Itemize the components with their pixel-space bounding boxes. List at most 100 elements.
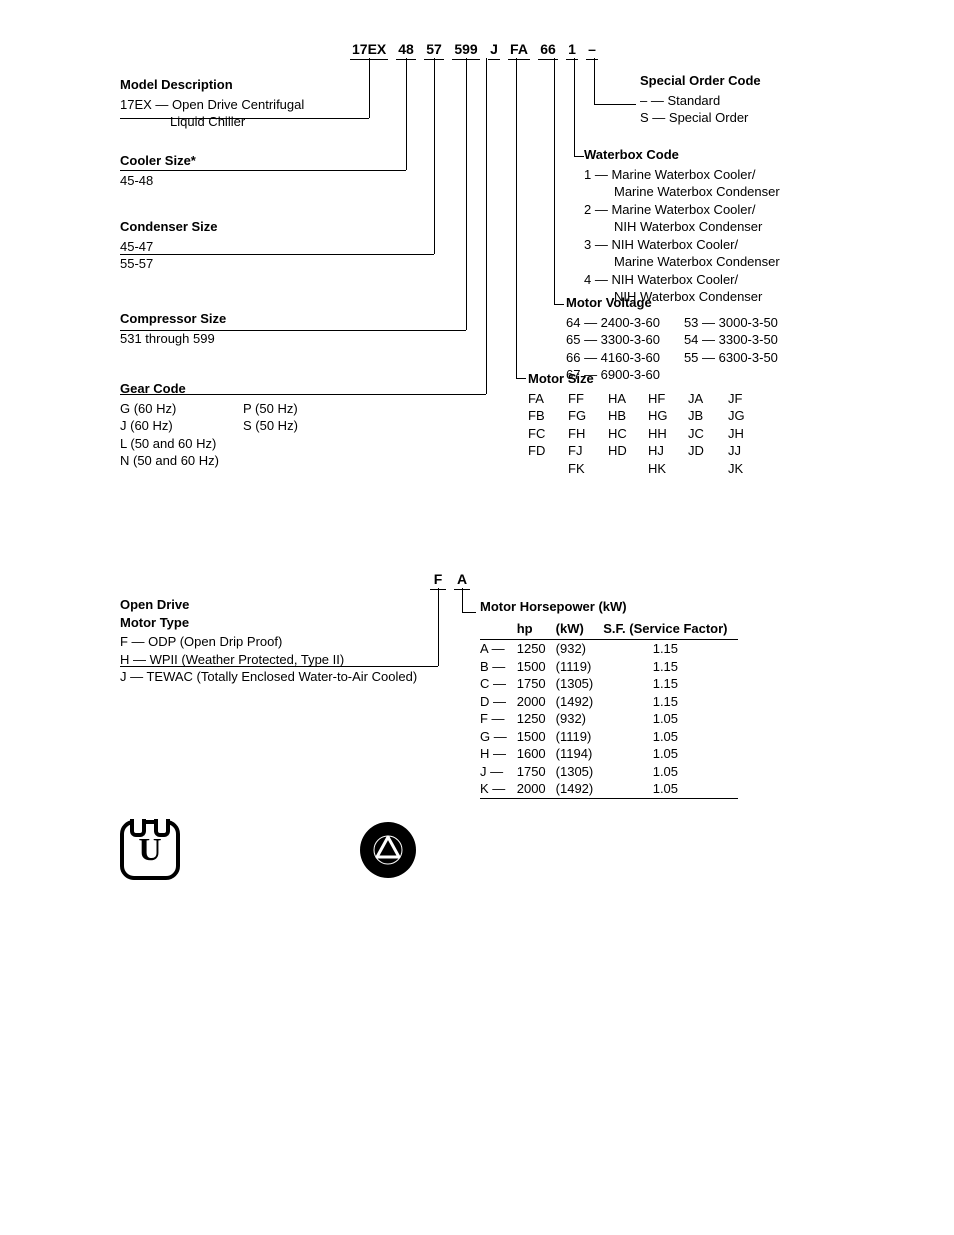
kw-val: (1492)	[556, 780, 604, 798]
kw-val: (932)	[556, 710, 604, 728]
line: 17EX — Open Drive Centrifugal	[120, 96, 345, 114]
line: H — WPII (Weather Protected, Type II)	[120, 651, 460, 669]
cell: HF	[648, 390, 672, 408]
cell: HG	[648, 407, 672, 425]
cell: HB	[608, 407, 632, 425]
cell: HK	[648, 460, 672, 478]
seg-motor-hp: A	[454, 570, 470, 590]
seg-motor-voltage: 66	[538, 40, 558, 60]
blk-model-description: Model Description 17EX — Open Drive Cent…	[120, 76, 345, 131]
cell: HC	[608, 425, 632, 443]
title: Special Order Code	[640, 72, 761, 90]
hp-val: 1500	[517, 658, 556, 676]
line: – — Standard	[640, 92, 761, 110]
sf-val: 1.05	[603, 710, 737, 728]
line: 65 — 3300-3-60	[566, 331, 660, 349]
blk-waterbox-code: Waterbox Code 1 — Marine Waterbox Cooler…	[584, 146, 780, 306]
title: Motor Voltage	[566, 294, 778, 312]
seg-motor-size: FA	[508, 40, 530, 60]
sf-val: 1.15	[603, 693, 737, 711]
blk-motor-size: Motor Size FA FB FC FD FF FG FH FJ FK HA…	[528, 370, 752, 477]
title: Compressor Size	[120, 310, 226, 328]
line: NIH Waterbox Condenser	[584, 218, 780, 236]
line: 53 — 3000-3-50	[684, 314, 778, 332]
line: 54 — 3300-3-50	[684, 331, 778, 349]
title: Condenser Size	[120, 218, 218, 236]
hp-code: K —	[480, 780, 517, 798]
cell: HJ	[648, 442, 672, 460]
kw-val: (1119)	[556, 658, 604, 676]
line: 66 — 4160-3-60	[566, 349, 660, 367]
line: Marine Waterbox Condenser	[584, 183, 780, 201]
hp-code: J —	[480, 763, 517, 781]
line: 4 — NIH Waterbox Cooler/	[584, 271, 780, 289]
line: 1 — Marine Waterbox Cooler/	[584, 166, 780, 184]
certification-logos: U	[120, 820, 416, 880]
title: Gear Code	[120, 380, 298, 398]
seg-model: 17EX	[350, 40, 388, 60]
line: 531 through 599	[120, 330, 226, 348]
hp-code: G —	[480, 728, 517, 746]
kw-val: (1305)	[556, 763, 604, 781]
sf-val: 1.05	[603, 780, 737, 798]
hp-code: B —	[480, 658, 517, 676]
cell: FJ	[568, 442, 592, 460]
hp-val: 1750	[517, 763, 556, 781]
sf-val: 1.05	[603, 728, 737, 746]
ari-certification-icon	[360, 822, 416, 878]
hp-code: F —	[480, 710, 517, 728]
hp-val: 1500	[517, 728, 556, 746]
title: Motor Size	[528, 370, 752, 388]
blk-cooler-size: Cooler Size* 45-48	[120, 152, 196, 189]
cell: JF	[728, 390, 752, 408]
seg-motor-type: F	[430, 570, 446, 590]
line: 45-48	[120, 172, 196, 190]
seg-compressor: 599	[452, 40, 480, 60]
line: Liquid Chiller	[120, 113, 345, 131]
motor-code-row: F A	[430, 570, 478, 590]
blk-motor-horsepower: Motor Horsepower (kW) hp (kW) S.F. (Serv…	[480, 598, 738, 799]
line: J (60 Hz)	[120, 417, 219, 435]
seg-condenser: 57	[424, 40, 444, 60]
cell: FB	[528, 407, 552, 425]
kw-val: (932)	[556, 640, 604, 658]
title: Waterbox Code	[584, 146, 780, 164]
cell: FD	[528, 442, 552, 460]
cell: JB	[688, 407, 712, 425]
title: Model Description	[120, 76, 345, 94]
line: Marine Waterbox Condenser	[584, 253, 780, 271]
col-kw: (kW)	[556, 620, 604, 640]
blk-gear-code: Gear Code G (60 Hz) J (60 Hz) L (50 and …	[120, 380, 298, 470]
cell: JC	[688, 425, 712, 443]
blk-compressor-size: Compressor Size 531 through 599	[120, 310, 226, 347]
cell: JA	[688, 390, 712, 408]
model-number-row: 17EX 48 57 599 J FA 66 1 –	[350, 40, 606, 60]
line: S — Special Order	[640, 109, 761, 127]
seg-waterbox: 1	[566, 40, 578, 60]
sf-val: 1.15	[603, 640, 737, 658]
line: 45-47	[120, 238, 218, 256]
cell: FA	[528, 390, 552, 408]
seg-cooler: 48	[396, 40, 416, 60]
cell: FK	[568, 460, 592, 478]
line: N (50 and 60 Hz)	[120, 452, 219, 470]
asme-u-stamp-icon: U	[120, 820, 180, 880]
line: 55-57	[120, 255, 218, 273]
line: 3 — NIH Waterbox Cooler/	[584, 236, 780, 254]
kw-val: (1492)	[556, 693, 604, 711]
cell: FC	[528, 425, 552, 443]
hp-val: 2000	[517, 780, 556, 798]
blk-open-drive-motor-type: Open Drive Motor Type F — ODP (Open Drip…	[120, 596, 460, 686]
line: P (50 Hz)	[243, 400, 298, 418]
title: Motor Horsepower (kW)	[480, 598, 738, 616]
title: Cooler Size*	[120, 152, 196, 170]
cell: FG	[568, 407, 592, 425]
sf-val: 1.05	[603, 763, 737, 781]
cell: HH	[648, 425, 672, 443]
hp-code: D —	[480, 693, 517, 711]
hp-code: H —	[480, 745, 517, 763]
sf-val: 1.15	[603, 658, 737, 676]
line: S (50 Hz)	[243, 417, 298, 435]
line: G (60 Hz)	[120, 400, 219, 418]
blk-special-order: Special Order Code – — Standard S — Spec…	[640, 72, 761, 127]
